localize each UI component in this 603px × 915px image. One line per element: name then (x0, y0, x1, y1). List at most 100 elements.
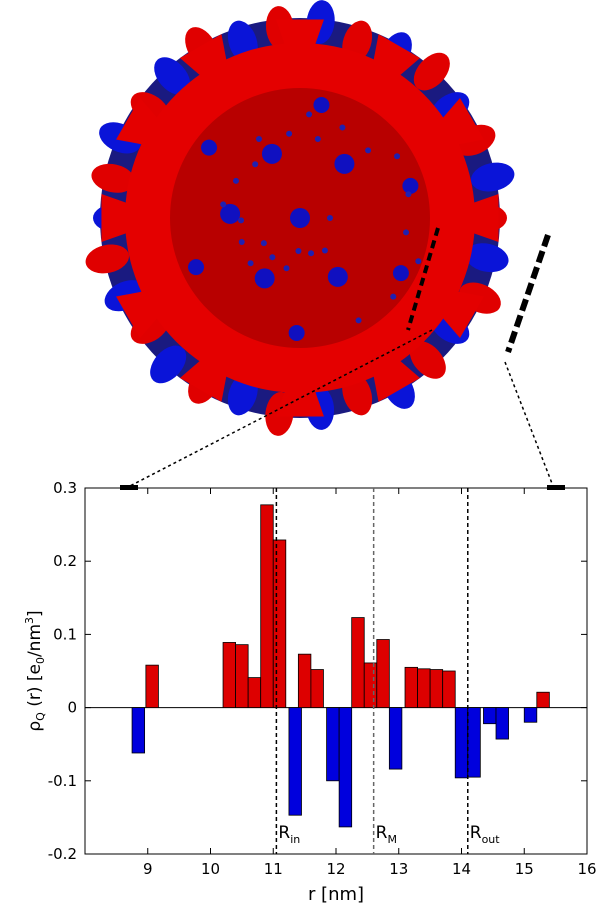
bar (417, 668, 431, 709)
bar (351, 617, 365, 709)
y-label-part: ρ (25, 721, 45, 732)
y-tick-label: 0.2 (53, 552, 77, 570)
bar (310, 669, 324, 709)
capsid-dot (405, 191, 412, 198)
capsid-spot (188, 259, 205, 276)
capsid-blob (470, 162, 515, 192)
radius-symbol: R (278, 823, 290, 843)
bar (326, 707, 340, 782)
plot-frame (84, 487, 588, 855)
bar (222, 642, 237, 709)
capsid-spot (288, 324, 305, 341)
capsid-dot (252, 161, 259, 168)
y-label-part: ] (25, 610, 45, 617)
zoom-line (504, 361, 554, 487)
radius-label: Rin (278, 823, 300, 846)
y-tick-label: 0.3 (53, 479, 77, 497)
capsid-spot (334, 153, 355, 174)
capsid-spot (261, 143, 282, 164)
y-tick-label: -0.2 (48, 845, 77, 863)
y-label-part: Q (34, 712, 47, 721)
y-axis-label: ρQ (r) [e0/nm3] (23, 610, 47, 731)
capsid-dot (308, 250, 315, 257)
x-tick-label: 15 (515, 860, 534, 878)
capsid-dot (306, 111, 313, 118)
capsid-dot (286, 130, 293, 137)
capsid-spike (116, 97, 188, 153)
capsid-spot (201, 139, 218, 156)
bar (363, 662, 378, 708)
bar (523, 707, 538, 723)
bar (404, 666, 418, 709)
capsid-dot (355, 317, 362, 324)
x-tick-label: 12 (326, 860, 345, 878)
bar (454, 707, 469, 779)
capsid-dot (390, 293, 397, 300)
bar (442, 670, 456, 708)
x-tick-label: 16 (577, 860, 596, 878)
radius-label: Rout (470, 823, 501, 846)
capsid-spot (254, 268, 275, 289)
bar (297, 653, 312, 709)
capsid-spot (327, 266, 348, 287)
capsid-spike (101, 194, 170, 242)
capsid-spike (365, 330, 421, 402)
bar (247, 677, 262, 709)
y-label-part: (r) [e (25, 664, 45, 712)
radius-label: RM (376, 823, 397, 846)
capsid-spot (402, 177, 419, 194)
x-tick-label: 11 (264, 860, 283, 878)
capsid-dot (247, 260, 254, 267)
capsid-dot (238, 239, 245, 246)
capsid-blob (465, 243, 509, 273)
bar (272, 539, 287, 708)
capsid-dot (365, 147, 372, 154)
bar (429, 669, 444, 709)
radius-symbol: R (376, 823, 388, 843)
capsid-blob (91, 163, 135, 193)
bar (235, 644, 249, 709)
y-label-part: /nm (25, 624, 45, 657)
capsid-blob (413, 52, 450, 91)
zoom-line (129, 329, 433, 487)
y-tick-label: -0.1 (48, 772, 77, 790)
capsid-dot (269, 254, 276, 261)
y-label-part: 0 (34, 657, 47, 664)
capsid-spike (116, 283, 188, 339)
y-tick-label: 0 (67, 699, 77, 717)
x-tick-label: 10 (201, 860, 220, 878)
bar (388, 707, 403, 770)
capsid-blob (409, 341, 446, 379)
capsid-dot (232, 177, 239, 184)
x-tick-label: 9 (143, 860, 153, 878)
capsid-blob (85, 244, 130, 274)
bar (260, 504, 274, 709)
bar (131, 707, 146, 754)
bar (467, 707, 481, 778)
capsid-spot (220, 203, 241, 224)
capsid-dot (415, 258, 422, 265)
bar (145, 664, 159, 708)
radius-symbol: R (470, 823, 482, 843)
capsid-dot (255, 136, 262, 143)
bar (495, 707, 509, 740)
capsid-dot (394, 153, 401, 160)
capsid-blob (154, 57, 191, 95)
bar (536, 691, 550, 709)
capsid-spike (276, 19, 324, 89)
x-tick-label: 14 (452, 860, 471, 878)
capsid-dot (220, 201, 227, 208)
capsid-spike (430, 194, 499, 242)
shell-marker (505, 234, 551, 353)
capsid-blob (150, 345, 187, 384)
radius-subscript: M (387, 833, 397, 846)
shell-marker (406, 227, 440, 331)
bar (288, 707, 302, 816)
capsid-dot (321, 247, 328, 254)
capsid-dot (295, 247, 302, 254)
capsid-spot (290, 208, 310, 228)
capsid-dot (314, 135, 321, 142)
capsid-spike (179, 330, 235, 402)
bar (338, 707, 353, 828)
